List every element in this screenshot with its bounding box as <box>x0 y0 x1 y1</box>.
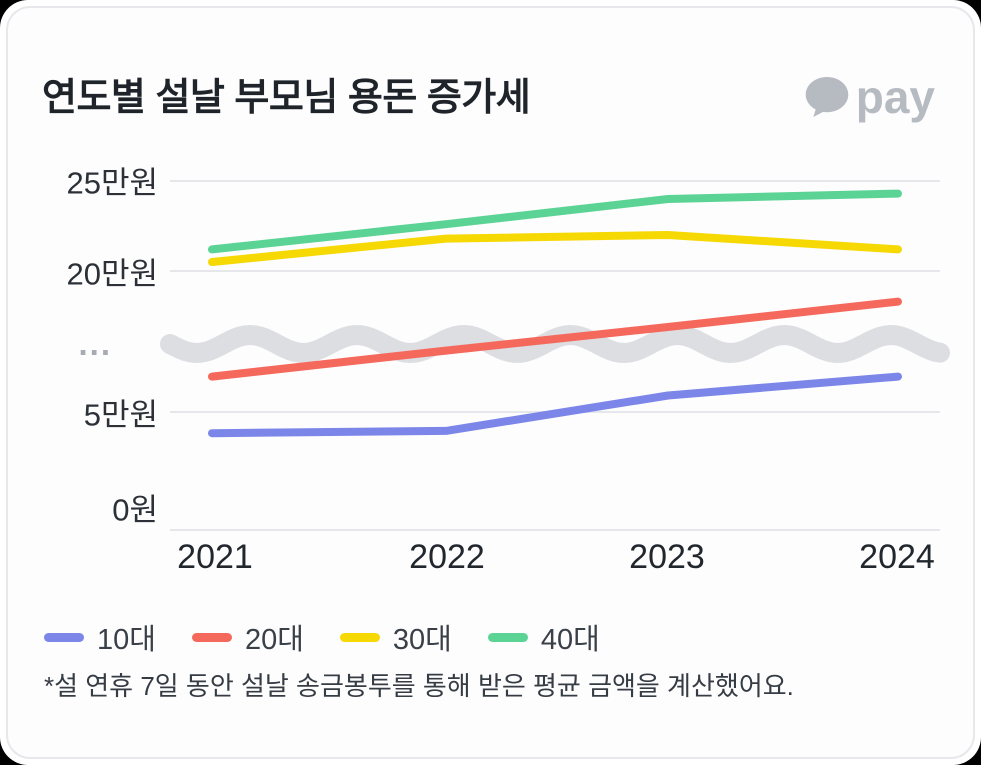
legend-swatch-20s <box>191 632 232 642</box>
chart-title: 연도별 설날 부모님 용돈 증가세 <box>42 77 531 119</box>
y-tick-0: 0원 <box>112 492 158 528</box>
x-tick-2024: 2024 <box>859 538 935 576</box>
legend-item-40s: 40대 <box>487 616 600 658</box>
x-tick-2021: 2021 <box>177 538 253 576</box>
x-tick-2022: 2022 <box>409 538 485 576</box>
speech-bubble-icon <box>805 77 849 117</box>
y-tick-25: 25만원 <box>66 165 158 201</box>
footnote: *설 연휴 7일 동안 설날 송금봉투를 통해 받은 평균 금액을 계산했어요. <box>44 671 794 701</box>
y-tick-5: 5만원 <box>83 397 158 433</box>
kakaopay-logo-text: pay <box>855 71 935 123</box>
legend-item-30s: 30대 <box>339 616 452 658</box>
x-tick-2023: 2023 <box>629 538 705 576</box>
y-axis-break-label: ... <box>78 325 112 362</box>
legend: 10대 20대 30대 40대 <box>44 616 600 658</box>
legend-item-20s: 20대 <box>191 616 304 658</box>
legend-item-10s: 10대 <box>44 616 156 658</box>
y-tick-20: 20만원 <box>66 256 158 292</box>
legend-label-40s: 40대 <box>540 624 600 656</box>
legend-label-10s: 10대 <box>97 624 156 656</box>
legend-swatch-10s <box>44 632 84 642</box>
legend-label-20s: 20대 <box>244 624 304 656</box>
legend-label-30s: 30대 <box>392 624 452 656</box>
legend-swatch-30s <box>339 632 380 642</box>
legend-swatch-40s <box>487 632 528 642</box>
kakaopay-logo: pay <box>805 74 935 120</box>
